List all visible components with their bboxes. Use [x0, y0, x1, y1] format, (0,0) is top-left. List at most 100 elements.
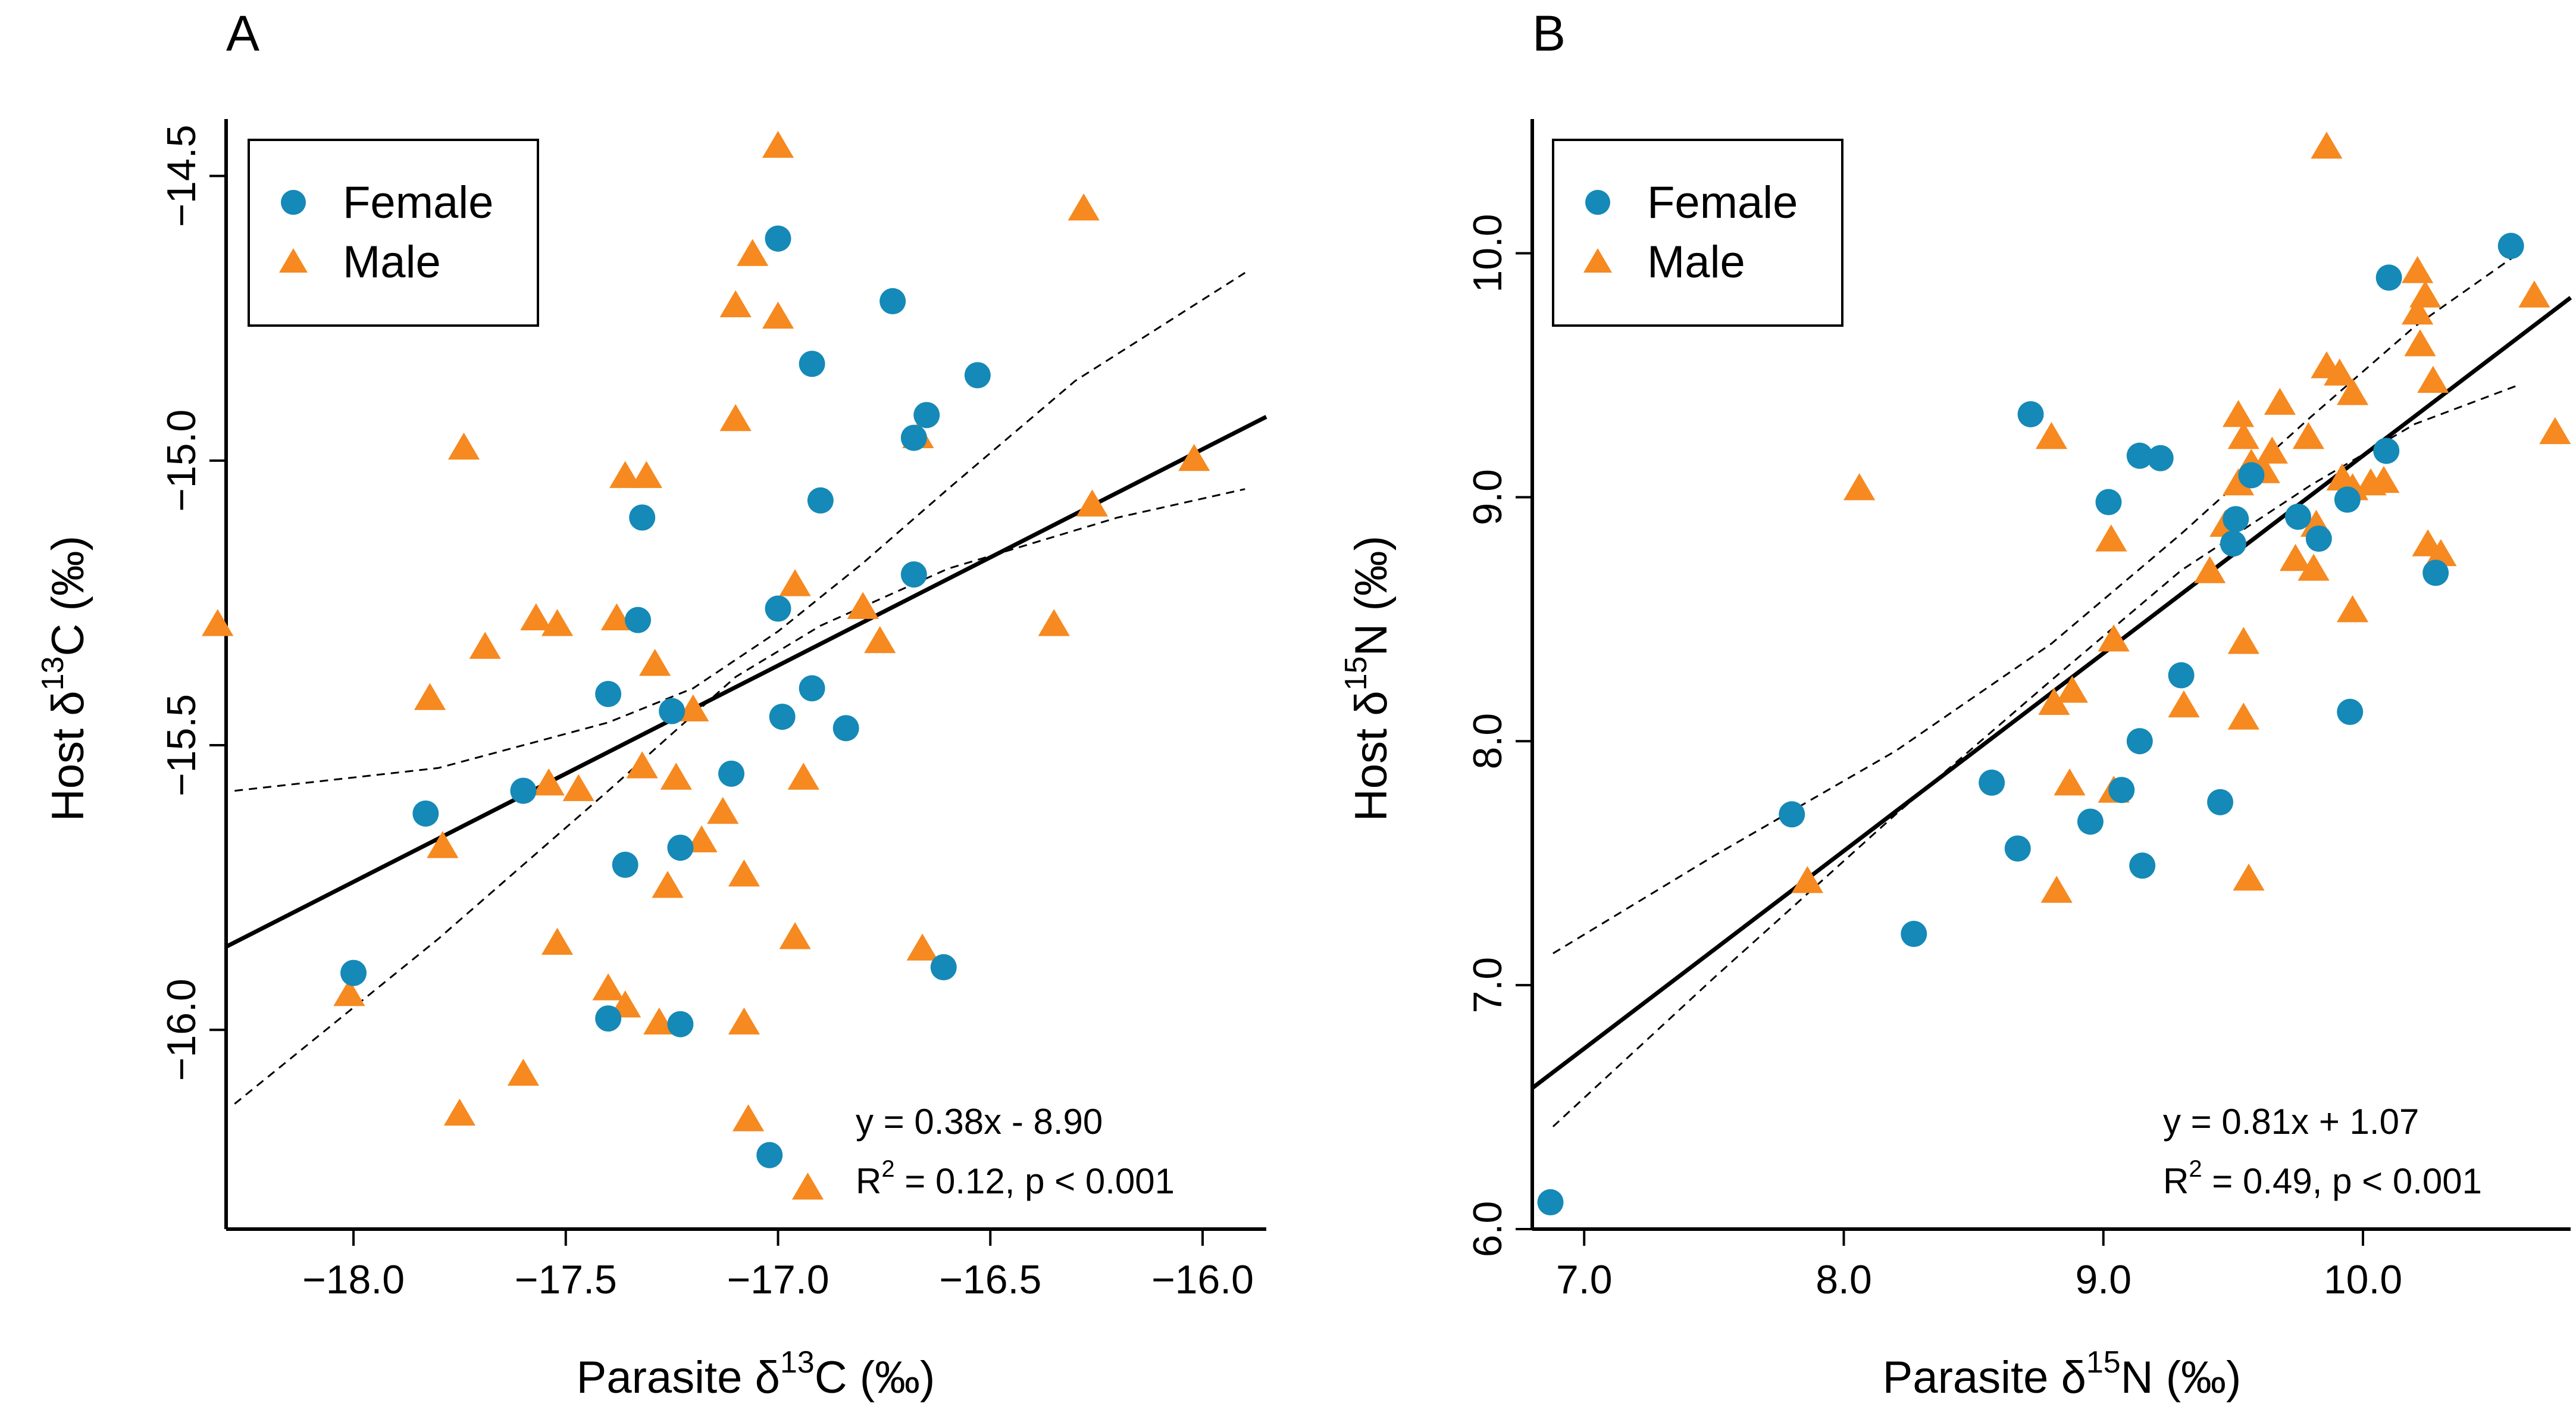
male-point	[2539, 417, 2571, 445]
female-point	[2147, 445, 2174, 471]
male-point	[2264, 387, 2296, 415]
female-point	[2095, 489, 2122, 515]
male-point	[762, 301, 794, 329]
female-point	[2077, 808, 2104, 835]
female-point	[2375, 264, 2402, 291]
male-point	[202, 609, 234, 636]
female-point	[2497, 233, 2524, 260]
plot-area-b: 7.0 8.0 9.0 10.0 6.0 7.0 8.0 9.0 10.0	[1465, 119, 2572, 1302]
male-point	[443, 1098, 476, 1126]
female-point	[769, 704, 796, 730]
male-point	[2098, 624, 2130, 652]
male-point	[652, 871, 684, 898]
female-point	[412, 800, 439, 827]
legend-b: Female Male	[1552, 139, 1843, 327]
male-point	[728, 1007, 760, 1035]
male-point	[2168, 690, 2200, 718]
y-tick-label: 7.0	[1465, 957, 1510, 1014]
male-point	[592, 973, 624, 1001]
female-point	[629, 504, 656, 531]
male-point	[1791, 865, 1824, 893]
female-point	[2238, 462, 2265, 489]
female-point	[807, 487, 834, 514]
female-point	[667, 1011, 694, 1037]
panel-b: B 7.0 8.0 9.0 10.0 6.0 7.0 8.0 9.0 10.0 Female M…	[1339, 5, 2572, 1403]
legend-a: Female Male	[248, 139, 539, 327]
x-axis-title-a: Parasite δ13C (‰)	[577, 1345, 935, 1403]
ci-lower-line	[234, 488, 1245, 1105]
female-point	[2337, 699, 2364, 726]
male-point	[2425, 539, 2457, 567]
male-point	[2402, 256, 2434, 283]
female-point	[2284, 504, 2311, 530]
male-point	[609, 461, 641, 488]
female-point	[2004, 835, 2031, 862]
female-point	[2207, 789, 2234, 815]
legend-female-label: Female	[343, 177, 493, 228]
male-point	[2035, 421, 2068, 449]
female-point	[900, 561, 927, 588]
x-tick-label: 7.0	[1556, 1257, 1613, 1302]
male-point	[1068, 193, 1100, 221]
female-point	[2168, 662, 2195, 689]
female-point	[718, 760, 745, 787]
female-point	[667, 834, 694, 861]
female-point	[1537, 1189, 1564, 1215]
female-point	[2017, 401, 2044, 427]
male-point	[2298, 554, 2330, 581]
male-point	[660, 762, 692, 790]
male-point	[762, 130, 794, 158]
y-tick-label: 10.0	[1465, 214, 1510, 292]
female-point	[1901, 921, 1927, 948]
male-point	[2227, 421, 2259, 449]
panel-a: A −18.0 −17.5 −17.0 −16.5 −16.0 −16.0 −15.5 −15…	[36, 5, 1267, 1403]
male-point	[728, 859, 760, 887]
x-tick-label: −17.0	[727, 1257, 829, 1302]
male-point	[2404, 329, 2436, 357]
x-tick-label: −18.0	[302, 1257, 405, 1302]
female-point	[832, 715, 859, 742]
male-point	[541, 609, 574, 636]
x-tick-label: −16.5	[939, 1257, 1041, 1302]
male-point	[779, 569, 811, 596]
male-point	[541, 927, 574, 955]
male-point	[427, 831, 459, 858]
y-tick-label: 8.0	[1465, 713, 1510, 770]
male-point	[2417, 365, 2449, 393]
male-point	[507, 1058, 540, 1086]
female-point	[625, 607, 652, 633]
female-point	[2126, 442, 2153, 469]
y-tick-label: −14.5	[159, 125, 204, 227]
ci-upper-line	[234, 271, 1246, 792]
female-point	[2220, 530, 2246, 557]
male-point	[2402, 297, 2434, 325]
x-tick-label: −16.0	[1151, 1257, 1254, 1302]
male-point	[2223, 400, 2255, 427]
male-point	[677, 694, 709, 722]
female-point	[2334, 486, 2361, 513]
female-point	[510, 777, 537, 804]
female-point	[930, 954, 957, 981]
male-point	[626, 751, 658, 779]
female-point	[595, 680, 622, 707]
legend-female-marker	[1585, 190, 1610, 215]
male-point	[2324, 358, 2356, 386]
female-point	[964, 362, 991, 389]
male-point	[1843, 473, 1876, 501]
male-point	[2336, 595, 2369, 623]
equation-b: y = 0.81x + 1.07	[2163, 1102, 2419, 1142]
female-point	[340, 959, 367, 986]
male-point	[2227, 627, 2259, 654]
male-point	[719, 404, 752, 432]
male-point	[533, 768, 565, 796]
male-point	[643, 1007, 675, 1035]
r2-a: R2 = 0.12, p < 0.001	[856, 1156, 1175, 1201]
male-point	[1076, 489, 1109, 517]
male-point	[2355, 468, 2387, 496]
male-point	[2336, 378, 2369, 405]
male-point	[719, 290, 752, 317]
x-tick-label: 10.0	[2324, 1257, 2402, 1302]
male-point	[2056, 676, 2088, 703]
male-point	[600, 603, 633, 631]
male-point	[469, 632, 501, 659]
